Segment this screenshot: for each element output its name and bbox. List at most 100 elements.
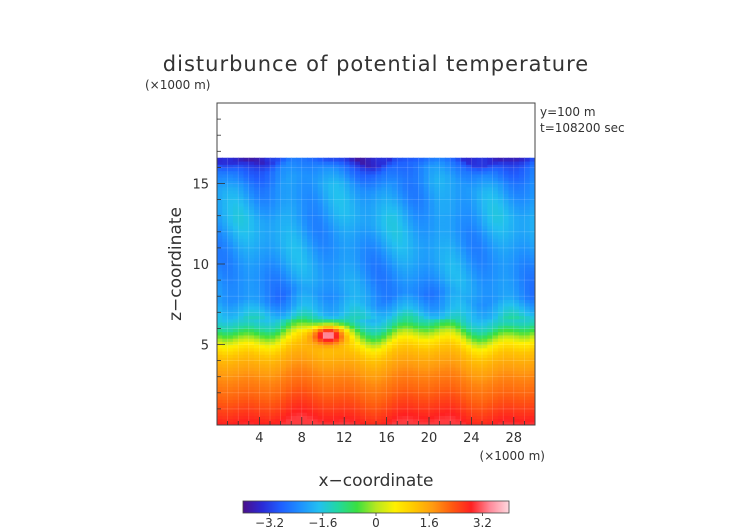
heatmap-cell [429,292,435,297]
heatmap-cell [296,273,303,278]
heatmap-cell [254,257,260,262]
heatmap-cell [434,373,441,378]
heatmap-cell [338,251,345,255]
heatmap-cell [254,289,260,294]
heatmap-cell [312,370,319,375]
heatmap-cell [508,206,515,210]
heatmap-cell [503,222,510,226]
heatmap-cell [317,296,324,301]
heatmap-cell [413,363,419,368]
heatmap-cell [227,309,234,313]
heatmap-cell [301,325,308,329]
heatmap-cell [280,215,287,220]
heatmap-cell [492,296,499,301]
heatmap-cell [301,228,308,233]
heatmap-cell [413,350,419,355]
heatmap-cell [238,273,245,278]
heatmap-cell [328,173,335,178]
heatmap-cell [376,222,382,226]
heatmap-cell [333,318,340,323]
heatmap-cell [429,312,435,317]
heatmap-cell [264,238,271,243]
heatmap-cell [429,164,435,168]
heatmap-cell [243,270,250,275]
heatmap-cell [301,209,308,214]
heatmap-cell [238,386,245,391]
heatmap-cell [248,260,255,265]
heatmap-cell [466,273,472,278]
heatmap-cell [529,160,535,165]
heatmap-cell [280,302,287,307]
heatmap-cell [328,218,335,223]
heatmap-cell [243,238,250,243]
heatmap-cell [391,421,398,425]
heatmap-cell [259,238,266,243]
heatmap-cell [254,389,260,394]
heatmap-cell [381,338,388,342]
heatmap-cell [360,280,366,284]
heatmap-cell [418,186,425,191]
heatmap-cell [227,157,234,162]
heatmap-cell [460,299,467,304]
heatmap-cell [328,389,335,394]
heatmap-cell [444,315,451,320]
heatmap-cell [529,418,535,423]
heatmap-cell [482,276,488,281]
heatmap-cell [344,254,351,259]
heatmap-cell [397,367,404,371]
heatmap-cell [301,334,308,339]
heatmap-cell [450,318,457,323]
heatmap-cell [423,338,430,342]
heatmap-cell [243,321,250,326]
heatmap-cell [508,212,515,217]
heatmap-cell [217,363,223,368]
heatmap-cell [407,408,414,413]
heatmap-cell [487,235,494,239]
heatmap-cell [344,315,351,320]
heatmap-cell [466,228,472,233]
heatmap-cell [450,283,457,288]
heatmap-cell [503,196,510,201]
heatmap-cell [397,341,404,346]
heatmap-cell [529,170,535,175]
heatmap-cell [455,396,462,400]
heatmap-cell [285,396,292,400]
heatmap-cell [487,318,494,323]
heatmap-cell [434,309,441,313]
heatmap-cell [328,183,335,188]
heatmap-cell [444,334,451,339]
heatmap-cell [386,238,393,243]
heatmap-cell [386,350,393,355]
heatmap-cell [482,196,488,201]
heatmap-cell [386,328,393,333]
heatmap-cell [344,209,351,214]
heatmap-cell [476,302,483,307]
heatmap-cell [243,315,250,320]
heatmap-cell [508,222,515,226]
heatmap-cell [381,402,388,407]
heatmap-cell [381,376,388,381]
heatmap-cell [476,357,483,362]
heatmap-cell [365,396,372,400]
heatmap-cell [232,379,239,384]
heatmap-cell [312,309,319,313]
heatmap-cell [423,199,430,204]
heatmap-cell [466,280,472,284]
heatmap-cell [338,360,345,365]
heatmap-cell [217,357,223,362]
heatmap-cell [487,218,494,223]
heatmap-cell [333,312,340,317]
heatmap-cell [466,379,472,384]
heatmap-cell [365,276,372,281]
heatmap-cell [259,392,266,397]
heatmap-cell [264,257,271,262]
heatmap-cell [529,247,535,252]
heatmap-cell [238,334,245,339]
heatmap-cell [301,167,308,172]
heatmap-cell [513,215,520,220]
heatmap-cell [280,350,287,355]
heatmap-cell [264,212,271,217]
heatmap-cell [333,199,340,204]
heatmap-cell [365,235,372,239]
heatmap-cell [429,399,435,404]
